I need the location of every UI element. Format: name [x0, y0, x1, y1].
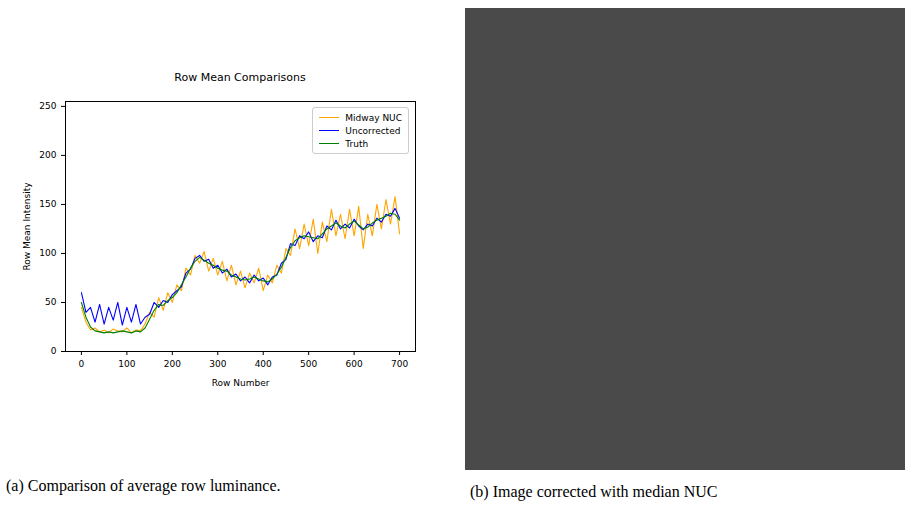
html-text:Row Mean Comparisons: Row Mean Comparisons [174, 71, 306, 84]
svg-text:150: 150 [39, 199, 56, 209]
svg-text:50: 50 [45, 297, 57, 307]
svg-text:700: 700 [391, 359, 408, 369]
svg-text:300: 300 [209, 359, 226, 369]
svg-text:0: 0 [79, 359, 85, 369]
svg-text:400: 400 [255, 359, 272, 369]
svg-text:Row Mean Intensity: Row Mean Intensity [22, 182, 32, 271]
svg-text:100: 100 [39, 248, 56, 258]
svg-text:0: 0 [51, 346, 57, 356]
svg-text:200: 200 [164, 359, 181, 369]
html-text:Midway NUC: Midway NUC [345, 112, 402, 123]
html-text:Uncorrected: Uncorrected [345, 125, 401, 136]
html-text:Truth: Truth [345, 138, 369, 149]
svg-text:600: 600 [346, 359, 363, 369]
svg-text:Row Number: Row Number [212, 378, 270, 388]
html-text:(a) Comparison of average row: (a) Comparison of average row luminance. [6, 477, 281, 494]
svg-text:100: 100 [118, 359, 135, 369]
svg-text:200: 200 [39, 150, 56, 160]
svg-text:250: 250 [39, 101, 56, 111]
html-text:(b) Image corrected with media: (b) Image corrected with median NUC [470, 483, 718, 500]
svg-text:500: 500 [300, 359, 317, 369]
